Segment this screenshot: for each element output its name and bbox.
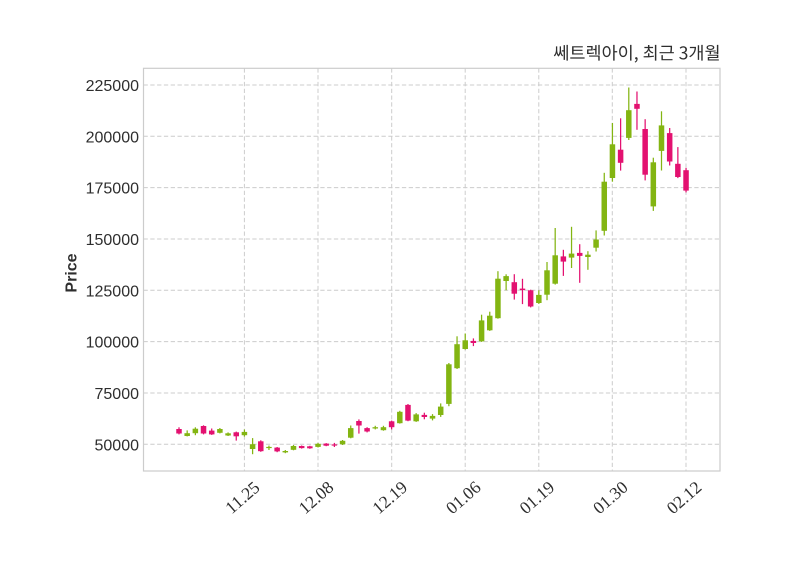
svg-text:150000: 150000 (86, 232, 139, 249)
svg-text:75000: 75000 (95, 386, 140, 403)
svg-text:Price: Price (64, 253, 81, 292)
svg-text:175000: 175000 (86, 181, 139, 198)
svg-text:100000: 100000 (86, 335, 139, 352)
svg-text:50000: 50000 (95, 437, 140, 454)
svg-text:200000: 200000 (86, 129, 139, 146)
svg-text:225000: 225000 (86, 78, 139, 95)
svg-text:125000: 125000 (86, 283, 139, 300)
